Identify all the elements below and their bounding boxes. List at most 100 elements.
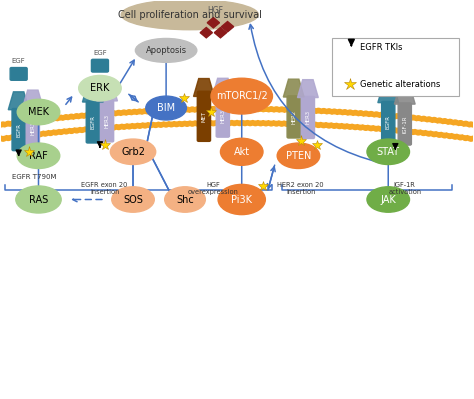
Circle shape <box>456 133 464 140</box>
Text: HGF
overexpression: HGF overexpression <box>188 182 239 195</box>
Circle shape <box>0 122 7 128</box>
Circle shape <box>367 124 375 130</box>
Circle shape <box>325 122 333 128</box>
Circle shape <box>299 120 307 127</box>
Circle shape <box>467 135 474 141</box>
Text: Cell proliferation and survival: Cell proliferation and survival <box>118 10 262 20</box>
Text: EGF: EGF <box>12 58 26 64</box>
Ellipse shape <box>220 138 263 165</box>
Circle shape <box>157 121 164 127</box>
Circle shape <box>78 119 86 126</box>
Circle shape <box>146 121 154 128</box>
Circle shape <box>446 119 454 126</box>
Circle shape <box>340 116 349 123</box>
Circle shape <box>189 107 196 113</box>
Text: BIM: BIM <box>157 103 175 113</box>
Circle shape <box>99 118 107 125</box>
Circle shape <box>131 122 138 128</box>
Circle shape <box>272 113 281 120</box>
Text: HER3: HER3 <box>105 114 109 128</box>
Circle shape <box>115 123 122 130</box>
Circle shape <box>99 112 107 118</box>
Circle shape <box>104 117 112 124</box>
Circle shape <box>41 117 49 123</box>
Circle shape <box>68 114 75 120</box>
Circle shape <box>410 128 417 134</box>
Circle shape <box>51 122 60 129</box>
Circle shape <box>146 115 155 122</box>
Circle shape <box>178 120 186 126</box>
Circle shape <box>157 108 164 115</box>
Circle shape <box>383 126 391 132</box>
Circle shape <box>31 118 38 124</box>
Ellipse shape <box>79 75 121 101</box>
Text: EGF: EGF <box>93 50 107 56</box>
Circle shape <box>230 119 238 126</box>
Circle shape <box>330 109 338 116</box>
Ellipse shape <box>16 186 61 213</box>
Circle shape <box>41 130 49 136</box>
Circle shape <box>188 113 197 120</box>
Circle shape <box>257 107 264 113</box>
Circle shape <box>172 113 181 120</box>
FancyBboxPatch shape <box>100 100 114 142</box>
FancyBboxPatch shape <box>301 97 315 138</box>
Circle shape <box>430 124 438 130</box>
Polygon shape <box>214 28 227 38</box>
Circle shape <box>73 126 81 133</box>
Circle shape <box>120 116 128 123</box>
Polygon shape <box>200 28 212 38</box>
FancyBboxPatch shape <box>331 38 459 96</box>
Text: PTEN: PTEN <box>286 151 311 161</box>
Circle shape <box>346 123 354 129</box>
Circle shape <box>141 109 149 115</box>
Circle shape <box>278 120 285 126</box>
Polygon shape <box>298 80 318 97</box>
Circle shape <box>236 113 244 120</box>
Circle shape <box>167 108 175 114</box>
Circle shape <box>173 120 180 126</box>
Circle shape <box>262 113 270 120</box>
Circle shape <box>304 108 312 114</box>
Circle shape <box>36 130 44 136</box>
Circle shape <box>419 122 428 130</box>
Text: JAK: JAK <box>380 194 396 205</box>
Circle shape <box>141 122 149 128</box>
Circle shape <box>293 113 302 120</box>
Circle shape <box>346 110 354 117</box>
Circle shape <box>219 113 228 120</box>
Circle shape <box>214 113 223 120</box>
Circle shape <box>225 113 233 120</box>
Circle shape <box>335 115 344 122</box>
Circle shape <box>352 111 359 117</box>
Circle shape <box>404 115 411 121</box>
Circle shape <box>420 117 428 123</box>
Ellipse shape <box>211 78 273 114</box>
Circle shape <box>409 121 418 128</box>
Text: EGFR: EGFR <box>386 116 391 129</box>
Circle shape <box>115 111 122 117</box>
Text: HER3: HER3 <box>220 109 225 123</box>
Circle shape <box>120 110 128 117</box>
Circle shape <box>246 113 255 120</box>
Circle shape <box>173 107 180 114</box>
Circle shape <box>415 116 422 122</box>
Text: IGF-1R: IGF-1R <box>402 115 407 133</box>
Circle shape <box>5 121 12 128</box>
Circle shape <box>46 129 54 136</box>
Circle shape <box>146 109 154 115</box>
Circle shape <box>262 107 270 113</box>
Circle shape <box>320 109 328 115</box>
Circle shape <box>430 130 438 136</box>
Ellipse shape <box>17 99 60 125</box>
Circle shape <box>425 117 433 123</box>
Circle shape <box>388 113 396 120</box>
Circle shape <box>63 128 70 134</box>
Circle shape <box>230 107 238 113</box>
Circle shape <box>57 128 64 134</box>
Circle shape <box>383 119 391 126</box>
Circle shape <box>178 113 186 120</box>
Text: IGF-1: IGF-1 <box>413 65 432 71</box>
Circle shape <box>288 120 296 126</box>
Circle shape <box>294 120 301 126</box>
